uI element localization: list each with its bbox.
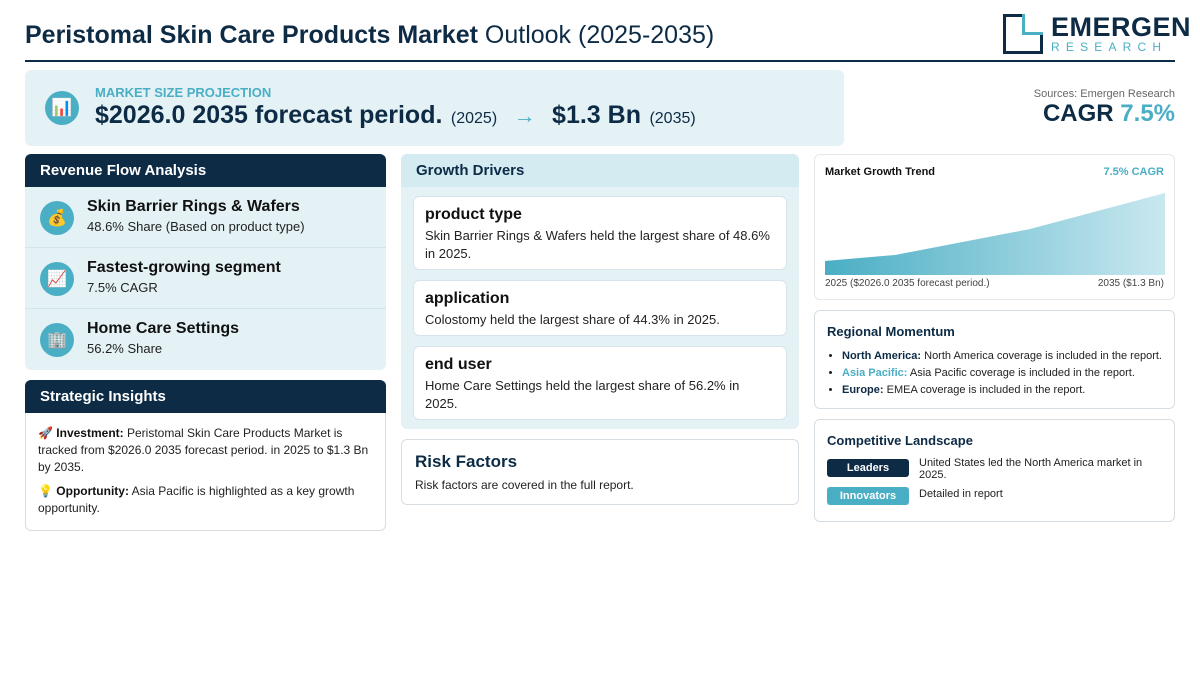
investment-label: Investment: — [56, 426, 124, 440]
strategic-insights-title: Strategic Insights — [25, 380, 386, 413]
projection-start-year: (2025) — [450, 110, 498, 127]
cagr-value: 7.5% — [1120, 100, 1175, 127]
risk-factors-title: Risk Factors — [415, 452, 518, 471]
rocket-icon: 🚀 — [38, 426, 53, 440]
title-rest: Outlook (2025-2035) — [477, 21, 715, 49]
revenue-flow-panel: Revenue Flow Analysis 💰 Skin Barrier Rin… — [25, 154, 386, 370]
revenue-flow-title: Revenue Flow Analysis — [25, 154, 386, 187]
regional-momentum-title: Regional Momentum — [827, 324, 955, 339]
opportunity-insight: 💡 Opportunity: Asia Pacific is highlight… — [38, 483, 373, 517]
trend-end-label: 2035 ($1.3 Bn) — [1097, 278, 1164, 289]
competitive-row: Innovators Detailed in report — [827, 485, 1162, 513]
competitive-landscape-panel: Competitive Landscape Leaders United Sta… — [814, 419, 1175, 522]
innovators-badge: Innovators — [827, 487, 909, 505]
driver-text: Home Care Settings held the largest shar… — [425, 378, 740, 411]
revenue-item-subtitle: 7.5% CAGR — [87, 280, 158, 295]
trend-title: Market Growth Trend — [825, 166, 936, 178]
competitive-text: United States led the North America mark… — [919, 457, 1143, 481]
trend-area-chart — [825, 193, 1165, 275]
driver-title: end user — [425, 356, 492, 373]
money-bag-icon: 💰 — [40, 201, 74, 235]
projection-start-value: $2026.0 2035 forecast period. — [95, 101, 443, 129]
page-title: Peristomal Skin Care Products Market Out… — [25, 21, 714, 50]
growth-drivers-title: Growth Drivers — [401, 154, 799, 187]
projection-values: $2026.0 2035 forecast period. (2025) → $… — [95, 101, 696, 130]
region-text: Asia Pacific coverage is included in the… — [909, 367, 1135, 379]
investment-text: Peristomal Skin Care Products Market is … — [38, 426, 369, 474]
logo-subtitle: RESEARCH — [1051, 40, 1168, 54]
competitive-landscape-title: Competitive Landscape — [827, 433, 973, 448]
strategic-insights-panel: Strategic Insights 🚀 Investment: Peristo… — [25, 380, 386, 531]
driver-card: end user Home Care Settings held the lar… — [413, 346, 787, 420]
trend-area — [825, 193, 1165, 275]
page-header: Peristomal Skin Care Products Market Out… — [25, 12, 1191, 62]
opportunity-text: Asia Pacific is highlighted as a key gro… — [38, 484, 355, 515]
region-list: North America: North America coverage is… — [827, 348, 1162, 399]
region-text: EMEA coverage is included in the report. — [886, 384, 1086, 396]
competitive-row: Leaders United States led the North Amer… — [827, 457, 1162, 485]
driver-title: product type — [425, 206, 522, 223]
region-name: Europe: — [842, 384, 884, 396]
region-text: North America coverage is included in th… — [924, 350, 1162, 362]
risk-factors-panel: Risk Factors Risk factors are covered in… — [401, 439, 799, 505]
regional-momentum-panel: Regional Momentum North America: North A… — [814, 310, 1175, 409]
driver-card: product type Skin Barrier Rings & Wafers… — [413, 196, 787, 270]
market-growth-trend: Market Growth Trend 7.5% CAGR 2025 ($202… — [814, 154, 1175, 300]
revenue-item-title: Fastest-growing segment — [87, 259, 281, 276]
strategic-insights-body: 🚀 Investment: Peristomal Skin Care Produ… — [26, 413, 385, 517]
risk-factors-text: Risk factors are covered in the full rep… — [415, 478, 634, 492]
trend-start-label: 2025 ($2026.0 2035 forecast period.) — [825, 278, 990, 289]
leaders-badge: Leaders — [827, 459, 909, 477]
building-icon: 🏢 — [40, 323, 74, 357]
revenue-item: 🏢 Home Care Settings 56.2% Share — [25, 309, 386, 370]
region-name: North America: — [842, 350, 922, 362]
trend-cagr: 7.5% CAGR — [1103, 166, 1164, 178]
cagr-label: CAGR — [1042, 100, 1114, 127]
logo-mark-icon — [1003, 14, 1043, 54]
arrow-right-icon: → — [513, 103, 536, 128]
region-name: Asia Pacific: — [842, 367, 908, 379]
competitive-text: Detailed in report — [919, 488, 1003, 500]
logo-name: EMERGEN — [1051, 12, 1192, 42]
revenue-item-subtitle: 48.6% Share (Based on product type) — [87, 219, 305, 234]
revenue-item-title: Skin Barrier Rings & Wafers — [87, 198, 300, 215]
market-size-projection: 📊 MARKET SIZE PROJECTION $2026.0 2035 fo… — [25, 70, 844, 146]
driver-card: application Colostomy held the largest s… — [413, 280, 787, 336]
driver-text: Colostomy held the largest share of 44.3… — [425, 312, 720, 327]
region-item: North America: North America coverage is… — [842, 348, 1162, 365]
chart-up-icon: 📈 — [40, 262, 74, 296]
bar-chart-icon: 📊 — [45, 91, 79, 125]
region-item: Asia Pacific: Asia Pacific coverage is i… — [842, 365, 1162, 382]
growth-drivers-panel: Growth Drivers product type Skin Barrier… — [401, 154, 799, 429]
opportunity-label: Opportunity: — [56, 484, 129, 498]
revenue-item: 📈 Fastest-growing segment 7.5% CAGR — [25, 248, 386, 309]
lightbulb-icon: 💡 — [38, 484, 53, 498]
title-strong: Peristomal Skin Care Products Market — [25, 21, 478, 49]
revenue-item-subtitle: 56.2% Share — [87, 341, 163, 356]
projection-label: MARKET SIZE PROJECTION — [95, 85, 272, 100]
projection-end-value: $1.3 Bn — [552, 101, 641, 129]
driver-title: application — [425, 290, 510, 307]
driver-text: Skin Barrier Rings & Wafers held the lar… — [425, 228, 770, 261]
revenue-item-title: Home Care Settings — [87, 320, 240, 337]
emergen-logo: EMERGEN RESEARCH — [1003, 12, 1191, 56]
sources-text: Sources: Emergen Research — [1033, 88, 1175, 100]
revenue-item: 💰 Skin Barrier Rings & Wafers 48.6% Shar… — [25, 187, 386, 248]
projection-end-year: (2035) — [649, 110, 696, 127]
investment-insight: 🚀 Investment: Peristomal Skin Care Produ… — [38, 425, 373, 476]
region-item: Europe: EMEA coverage is included in the… — [842, 382, 1162, 399]
cagr-summary: CAGR 7.5% — [1043, 100, 1175, 128]
